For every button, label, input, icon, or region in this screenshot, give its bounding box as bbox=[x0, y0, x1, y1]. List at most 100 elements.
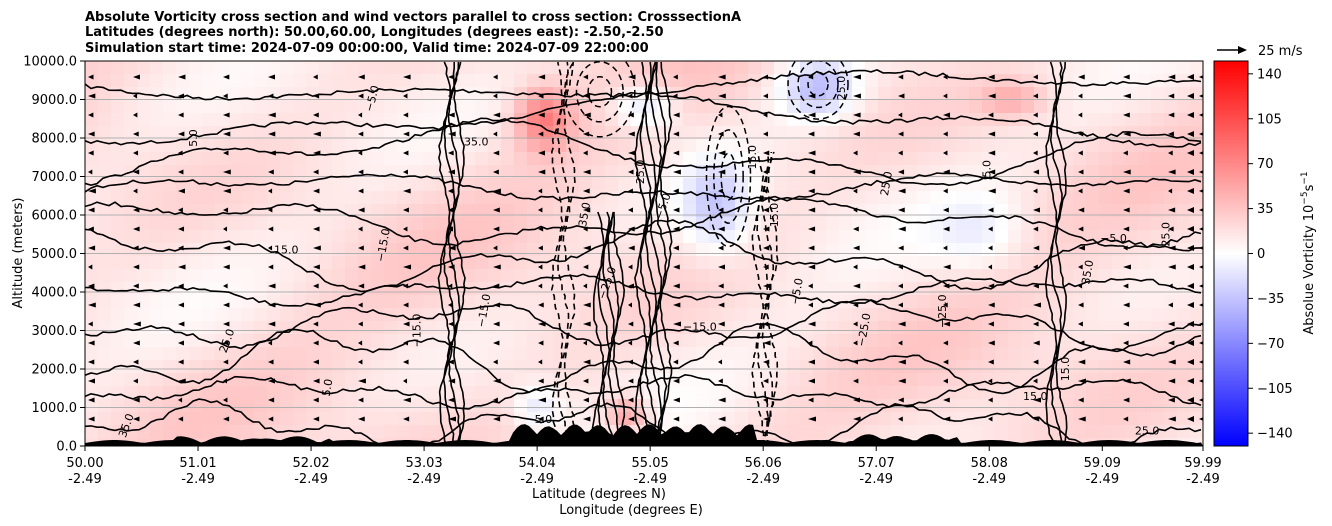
field-cell bbox=[423, 425, 437, 439]
field-cell bbox=[683, 334, 697, 348]
wind-vector bbox=[493, 93, 498, 99]
field-cell bbox=[475, 204, 489, 218]
field-cell bbox=[150, 217, 164, 231]
wind-vector bbox=[1078, 131, 1084, 137]
wind-vector bbox=[1078, 359, 1086, 365]
wind-vector bbox=[1168, 397, 1175, 403]
field-cell bbox=[189, 425, 203, 439]
field-cell bbox=[722, 61, 736, 75]
field-cell bbox=[163, 425, 177, 439]
field-cell bbox=[163, 308, 177, 322]
field-cell bbox=[930, 165, 944, 179]
field-cell bbox=[124, 61, 138, 75]
field-cell bbox=[293, 191, 307, 205]
field-cell bbox=[358, 412, 372, 426]
wind-vector bbox=[313, 207, 321, 213]
field-cell bbox=[1138, 61, 1152, 75]
field-cell bbox=[787, 243, 801, 257]
field-cell bbox=[787, 256, 801, 270]
field-cell bbox=[423, 191, 437, 205]
field-cell bbox=[254, 165, 268, 179]
field-cell bbox=[969, 87, 983, 101]
field-cell bbox=[384, 269, 398, 283]
field-cell bbox=[280, 87, 294, 101]
field-cell bbox=[1138, 334, 1152, 348]
field-cell bbox=[241, 230, 255, 244]
field-cell bbox=[709, 256, 723, 270]
field-cell bbox=[826, 282, 840, 296]
field-cell bbox=[839, 139, 853, 153]
field-cell bbox=[501, 217, 515, 231]
field-cell bbox=[787, 334, 801, 348]
wind-vector bbox=[853, 226, 859, 232]
field-cell bbox=[605, 126, 619, 140]
wind-vector bbox=[313, 359, 320, 365]
field-cell bbox=[150, 74, 164, 88]
field-cell bbox=[1112, 425, 1126, 439]
wind-vector bbox=[88, 188, 96, 194]
field-cell bbox=[1086, 321, 1100, 335]
field-cell bbox=[397, 139, 411, 153]
contour-label: 5.0 bbox=[535, 413, 553, 426]
field-cell bbox=[306, 412, 320, 426]
field-cell bbox=[293, 152, 307, 166]
field-cell bbox=[1060, 100, 1074, 114]
wind-vector bbox=[898, 397, 904, 403]
field-cell bbox=[956, 438, 970, 446]
wind-vector bbox=[628, 226, 635, 232]
field-cell bbox=[1125, 412, 1139, 426]
field-cell bbox=[397, 87, 411, 101]
field-cell bbox=[345, 126, 359, 140]
contour-label: −15.0 bbox=[683, 321, 717, 334]
field-cell bbox=[553, 139, 567, 153]
field-cell bbox=[930, 347, 944, 361]
field-cell bbox=[280, 399, 294, 413]
wind-vector bbox=[898, 245, 904, 251]
field-cell bbox=[917, 308, 931, 322]
quiver-key: 25 m/s bbox=[1217, 44, 1303, 59]
field-cell bbox=[592, 74, 606, 88]
field-cell bbox=[748, 113, 762, 127]
field-cell bbox=[150, 308, 164, 322]
field-cell bbox=[228, 139, 242, 153]
field-cell bbox=[371, 204, 385, 218]
field-cell bbox=[943, 61, 957, 75]
field-cell bbox=[241, 61, 255, 75]
wind-vector bbox=[1123, 245, 1128, 251]
wind-vector bbox=[1033, 340, 1040, 346]
field-cell bbox=[85, 113, 99, 127]
field-cell bbox=[85, 74, 99, 88]
field-cell bbox=[722, 412, 736, 426]
field-cell bbox=[475, 308, 489, 322]
wind-vector bbox=[223, 150, 229, 156]
wind-vector bbox=[223, 207, 229, 213]
field-cell bbox=[839, 282, 853, 296]
field-cell bbox=[215, 386, 229, 400]
field-cell bbox=[1034, 87, 1048, 101]
field-cell bbox=[1151, 191, 1165, 205]
field-cell bbox=[85, 399, 99, 413]
wind-vector bbox=[1199, 265, 1203, 269]
field-cell bbox=[904, 256, 918, 270]
field-cell bbox=[111, 100, 125, 114]
field-cell bbox=[332, 230, 346, 244]
field-cell bbox=[254, 61, 268, 75]
field-cell bbox=[1138, 139, 1152, 153]
field-cell bbox=[1021, 61, 1035, 75]
field-cell bbox=[1177, 191, 1191, 205]
field-cell bbox=[592, 321, 606, 335]
field-cell bbox=[358, 126, 372, 140]
wind-vector bbox=[448, 150, 454, 156]
field-cell bbox=[1125, 178, 1139, 192]
field-cell bbox=[423, 74, 437, 88]
field-cell bbox=[696, 230, 710, 244]
field-cell bbox=[397, 126, 411, 140]
field-cell bbox=[345, 269, 359, 283]
field-cell bbox=[813, 217, 827, 231]
field-cell bbox=[137, 165, 151, 179]
field-cell bbox=[384, 321, 398, 335]
field-cell bbox=[397, 386, 411, 400]
field-cell bbox=[813, 334, 827, 348]
field-cell bbox=[85, 347, 99, 361]
field-cell bbox=[969, 204, 983, 218]
